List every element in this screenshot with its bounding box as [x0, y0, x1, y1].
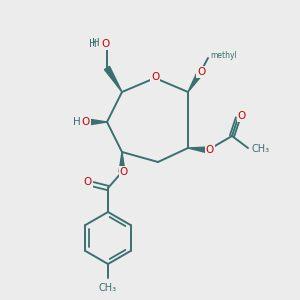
Text: O: O: [120, 167, 128, 177]
Text: O: O: [206, 145, 214, 155]
Text: methyl: methyl: [210, 52, 237, 61]
Text: H: H: [73, 117, 81, 127]
Text: O: O: [101, 39, 109, 49]
Polygon shape: [188, 71, 202, 92]
Text: H: H: [89, 39, 97, 49]
Text: O: O: [197, 67, 205, 77]
Polygon shape: [188, 147, 208, 153]
Text: O: O: [82, 117, 90, 127]
Polygon shape: [119, 152, 125, 172]
Text: O: O: [151, 72, 159, 82]
Text: O: O: [101, 39, 109, 49]
Polygon shape: [88, 119, 107, 125]
Text: O: O: [84, 177, 92, 187]
Polygon shape: [104, 66, 122, 92]
Text: O: O: [238, 111, 246, 121]
Text: H: H: [92, 38, 100, 48]
Text: CH₃: CH₃: [99, 283, 117, 293]
Text: CH₃: CH₃: [252, 144, 270, 154]
